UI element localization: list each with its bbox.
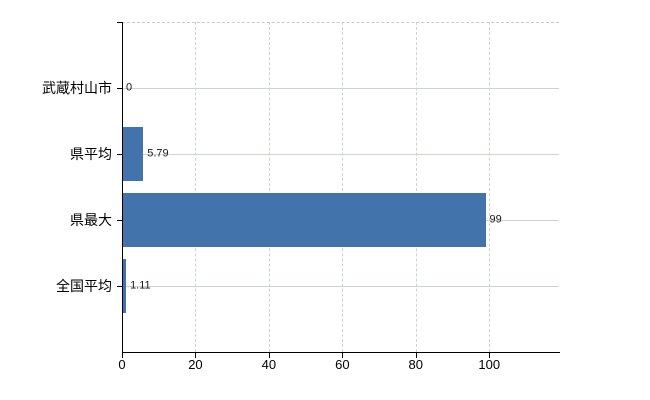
y-axis-tick	[117, 220, 122, 221]
plot-top-border	[122, 22, 559, 23]
vertical-gridline	[342, 22, 344, 352]
x-axis-tick	[195, 353, 197, 358]
y-axis-tick	[117, 286, 122, 287]
bar-value-label: 0	[126, 81, 133, 94]
vertical-gridline	[415, 22, 417, 352]
bar	[122, 127, 144, 181]
bar	[122, 259, 127, 313]
category-label: 全国平均	[56, 278, 112, 294]
horizontal-gridline	[122, 286, 559, 287]
bar-value-label: 1.11	[130, 279, 151, 292]
x-axis-tick	[342, 353, 344, 358]
x-tick-label: 60	[335, 357, 350, 372]
x-tick-label: 40	[261, 357, 277, 372]
category-label: 県最大	[70, 212, 112, 228]
x-tick-label: 0	[118, 357, 126, 372]
x-tick-label: 80	[408, 357, 424, 372]
category-label: 県平均	[70, 146, 112, 162]
category-label: 武蔵村山市	[42, 80, 112, 96]
bar	[122, 193, 486, 247]
x-tick-label: 100	[478, 357, 501, 372]
x-tick-label: 20	[188, 357, 203, 372]
bar-value-label: 5.79	[147, 147, 169, 160]
horizontal-gridline	[122, 88, 559, 89]
y-axis-tick	[117, 22, 122, 23]
plot-area: 0 5.79 99 1.11	[122, 22, 559, 352]
x-axis-line	[122, 352, 560, 353]
x-axis-tick	[489, 353, 491, 358]
x-axis-tick	[415, 353, 417, 358]
x-axis-tick	[122, 353, 123, 358]
y-axis-tick	[117, 154, 122, 155]
vertical-gridline	[268, 22, 270, 352]
y-axis-line	[122, 22, 123, 353]
bar-value-label: 99	[489, 213, 502, 226]
x-axis-tick	[268, 353, 270, 358]
vertical-gridline	[195, 22, 197, 352]
vertical-gridline	[489, 22, 491, 352]
y-axis-tick	[117, 88, 122, 89]
horizontal-gridline	[122, 154, 559, 155]
